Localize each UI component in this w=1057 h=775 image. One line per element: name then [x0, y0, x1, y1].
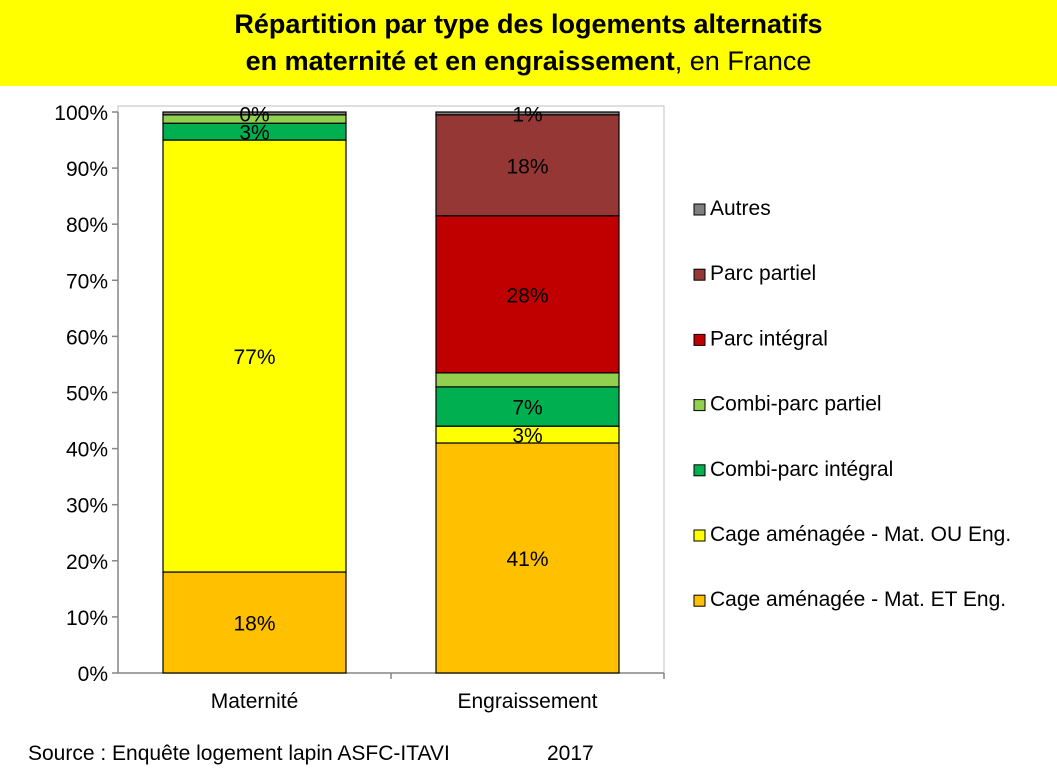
chart-title-line2-bold: en maternité et en engraissement — [245, 46, 675, 76]
legend-label: Combi-parc intégral — [710, 458, 893, 481]
legend-swatch — [693, 529, 706, 542]
y-tick-label: 90% — [66, 158, 108, 181]
data-label: 18% — [506, 155, 548, 178]
legend-swatch — [693, 464, 706, 477]
y-tick-label: 100% — [54, 102, 108, 125]
data-label: 3% — [512, 425, 542, 448]
x-tick-label: Maternité — [211, 690, 299, 713]
y-tick-label: 10% — [66, 607, 108, 630]
legend-label: Autres — [710, 197, 771, 220]
data-label: 41% — [506, 548, 548, 571]
bar-segment — [162, 111, 347, 116]
legend-label: Cage aménagée - Mat. OU Eng. — [710, 523, 1011, 546]
title-band: Répartition par type des logements alter… — [0, 0, 1057, 86]
legend-swatch — [693, 594, 706, 607]
y-tick-label: 0% — [78, 663, 108, 686]
legend-swatch — [693, 203, 706, 216]
source-text: Source : Enquête logement lapin ASFC-ITA… — [28, 742, 450, 765]
legend-swatch — [693, 268, 706, 281]
data-label: 7% — [512, 397, 542, 420]
stacked-bar-chart: 0% 10% 20% 30% 40% 50% 60% 70% 80% 90% 100% 18% 77% 3… — [54, 102, 1011, 713]
y-tick-label: 40% — [66, 439, 108, 462]
bar-segment — [162, 139, 347, 573]
bar-segment — [435, 386, 620, 427]
data-label: 3% — [239, 122, 269, 145]
source-year: 2017 — [547, 742, 594, 765]
legend-label: Combi-parc partiel — [710, 393, 882, 416]
bar-segment — [435, 114, 620, 217]
legend-label: Parc partiel — [710, 262, 816, 285]
x-tick-label: Engraissement — [457, 690, 597, 713]
data-label: 18% — [233, 613, 275, 636]
bar-segment — [435, 111, 620, 116]
y-tick-label: 70% — [66, 270, 108, 293]
data-label: 28% — [506, 284, 548, 307]
y-tick-label: 80% — [66, 214, 108, 237]
y-tick-label: 30% — [66, 495, 108, 518]
chart-title-line1: Répartition par type des logements alter… — [234, 9, 823, 39]
chart-title-line2: en maternité et en engraissement, en Fra… — [0, 46, 1057, 77]
legend-label: Parc intégral — [710, 327, 828, 350]
legend-swatch — [693, 399, 706, 412]
data-label: 1% — [512, 103, 542, 126]
bar-segment — [435, 372, 620, 388]
legend-swatch — [693, 333, 706, 346]
bar-segment — [162, 571, 347, 674]
chart-title-line2-rest: , en France — [674, 46, 812, 76]
data-label: 77% — [233, 346, 275, 369]
data-label: 0% — [239, 103, 269, 126]
y-tick-label: 50% — [66, 383, 108, 406]
y-tick-label: 60% — [66, 326, 108, 349]
legend-label: Cage aménagée - Mat. ET Eng. — [710, 588, 1006, 611]
y-tick-label: 20% — [66, 551, 108, 574]
